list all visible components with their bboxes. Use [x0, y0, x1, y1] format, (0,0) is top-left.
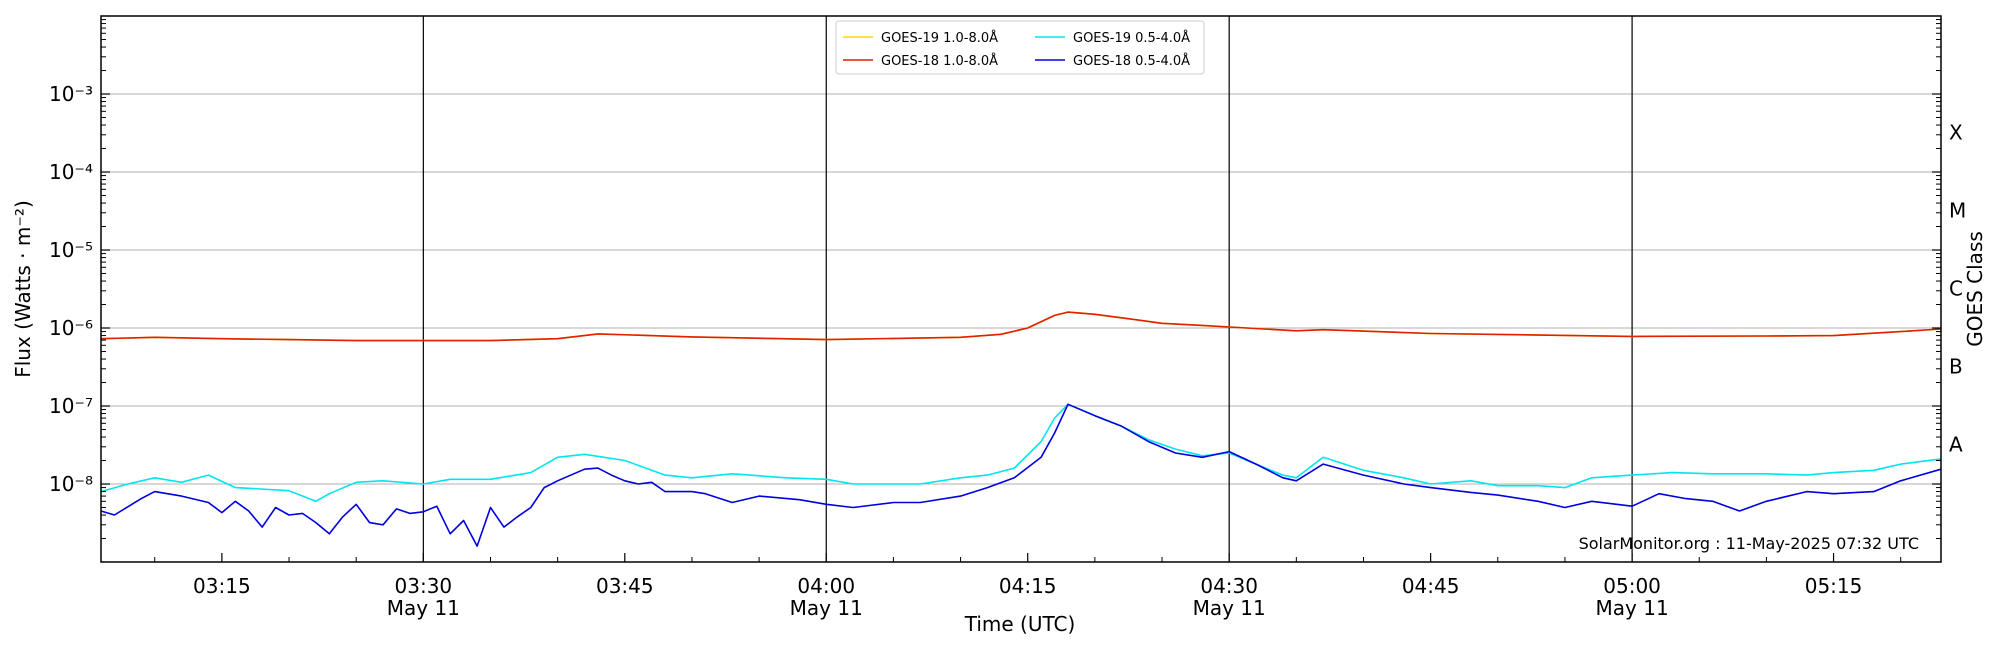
goes-class-label: M: [1949, 199, 1966, 223]
credit-text: SolarMonitor.org : 11-May-2025 07:32 UTC: [1579, 534, 1919, 553]
series-line-1: [100, 311, 1942, 342]
legend-label-goes19-short: GOES-19 0.5-4.0Å: [1073, 30, 1190, 46]
legend-label-goes19-long: GOES-19 1.0-8.0Å: [881, 30, 998, 46]
x-tick-date-label: May 11: [1596, 596, 1669, 620]
y-axis-title: Flux (Watts · m⁻²): [11, 200, 35, 378]
x-tick-date-label: May 11: [387, 596, 460, 620]
goes-class-labels: A B C M X: [1949, 121, 1966, 457]
y-tick-labels: 10⁻⁸ 10⁻⁷ 10⁻⁶ 10⁻⁵ 10⁻⁴ 10⁻³: [49, 82, 93, 496]
x-tick-label: 04:30: [1200, 574, 1258, 598]
x-tick-label: 05:00: [1603, 574, 1661, 598]
goes-class-label: C: [1949, 277, 1963, 301]
y-tick-label: 10⁻⁷: [49, 394, 93, 418]
date-boundary-lines: [422, 16, 1633, 562]
x-tick-label: 03:30: [395, 574, 453, 598]
x-axis-title: Time (UTC): [964, 612, 1076, 636]
legend-label-goes18-long: GOES-18 1.0-8.0Å: [881, 53, 998, 69]
x-tick-label: 03:45: [596, 574, 654, 598]
x-tick-date-label: May 11: [790, 596, 863, 620]
y2-axis-title: GOES Class: [1963, 231, 1987, 347]
goes-class-label: B: [1949, 355, 1963, 379]
legend-label-goes18-short: GOES-18 0.5-4.0Å: [1073, 53, 1190, 69]
grid-lines: [101, 93, 1941, 485]
series-line-3: [100, 403, 1942, 547]
y-tick-label: 10⁻⁴: [49, 160, 93, 184]
series-lines: [100, 311, 1942, 547]
x-tick-label: 05:15: [1805, 574, 1863, 598]
x-tick-label: 04:45: [1402, 574, 1460, 598]
y-tick-label: 10⁻³: [49, 82, 93, 106]
legend-box: [835, 20, 1205, 75]
goes-class-label: X: [1949, 121, 1963, 145]
goes-class-label: A: [1949, 433, 1963, 457]
y-tick-label: 10⁻⁵: [49, 238, 93, 262]
y-tick-label: 10⁻⁶: [49, 316, 93, 340]
x-tick-label: 04:15: [999, 574, 1057, 598]
x-tick-label: 04:00: [797, 574, 855, 598]
x-tick-date-label: May 11: [1193, 596, 1266, 620]
x-tick-label: 03:15: [193, 574, 251, 598]
legend: GOES-19 1.0-8.0Å GOES-18 1.0-8.0Å GOES-1…: [835, 20, 1205, 75]
plot-frame: [100, 15, 1942, 563]
y-tick-label: 10⁻⁸: [49, 472, 93, 496]
series-line-2: [100, 403, 1942, 503]
axis-ticks: [101, 19, 1941, 562]
